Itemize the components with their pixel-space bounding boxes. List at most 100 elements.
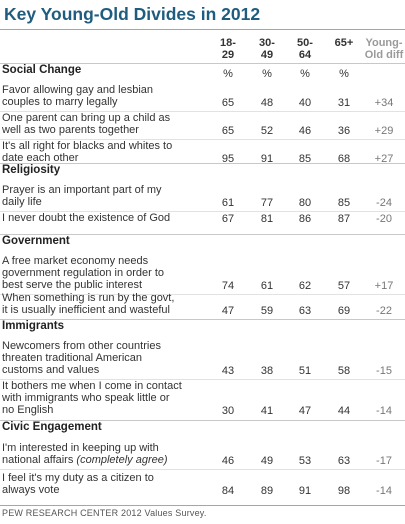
section-divider bbox=[0, 420, 405, 421]
value-cell: 69 bbox=[337, 305, 351, 317]
row-label-text: Favor allowing gay and lesbian couples t… bbox=[2, 84, 154, 108]
row-label-text: I feel it's my duty as a citizen to alwa… bbox=[2, 472, 154, 496]
section-divider bbox=[0, 63, 405, 64]
row-label: When something is run by the govt, it is… bbox=[2, 292, 202, 316]
value-cell: 38 bbox=[260, 365, 274, 377]
row-label: Favor allowing gay and lesbian couples t… bbox=[2, 84, 202, 108]
chart-title: Key Young-Old Divides in 2012 bbox=[4, 4, 261, 24]
value-cell: 61 bbox=[260, 280, 274, 292]
value-cell: 48 bbox=[260, 97, 274, 109]
percent-unit-label: % bbox=[223, 68, 233, 80]
value-cell: 91 bbox=[298, 485, 312, 497]
value-cell: 68 bbox=[337, 153, 351, 165]
row-label-text: One parent can bring up a child as well … bbox=[2, 112, 171, 136]
section-divider bbox=[0, 163, 405, 164]
value-cell: 43 bbox=[221, 365, 235, 377]
young-old-diff-cell: -15 bbox=[376, 365, 392, 377]
row-label-text: A free market economy needs government r… bbox=[2, 255, 165, 291]
row-label-text: It's all right for blacks and whites to … bbox=[2, 140, 173, 164]
column-header: Young- Old diff bbox=[364, 37, 404, 61]
value-cell: 95 bbox=[221, 153, 235, 165]
value-cell: 86 bbox=[298, 213, 312, 225]
row-label: I'm interested in keeping up with nation… bbox=[2, 442, 202, 466]
column-header: 30- 49 bbox=[259, 37, 275, 61]
row-label: I feel it's my duty as a citizen to alwa… bbox=[2, 472, 202, 496]
row-label: Prayer is an important part of my daily … bbox=[2, 184, 202, 208]
percent-unit-label: % bbox=[339, 68, 349, 80]
young-old-diff-cell: -14 bbox=[376, 485, 392, 497]
value-cell: 62 bbox=[298, 280, 312, 292]
section-heading: Government bbox=[2, 235, 70, 247]
young-old-diff-cell: -20 bbox=[376, 213, 392, 225]
value-cell: 47 bbox=[298, 405, 312, 417]
column-header: 65+ bbox=[334, 37, 354, 49]
value-cell: 36 bbox=[337, 125, 351, 137]
value-cell: 74 bbox=[221, 280, 235, 292]
row-divider bbox=[0, 139, 405, 140]
value-cell: 87 bbox=[337, 213, 351, 225]
section-heading: Religiosity bbox=[2, 164, 61, 176]
young-old-diff-cell: -24 bbox=[376, 197, 392, 209]
section-divider bbox=[0, 234, 405, 235]
value-cell: 46 bbox=[298, 125, 312, 137]
value-cell: 63 bbox=[337, 455, 351, 467]
row-label-note: (completely agree) bbox=[73, 454, 168, 466]
section-divider bbox=[0, 319, 405, 320]
row-divider bbox=[0, 294, 405, 295]
row-label: I never doubt the existence of God bbox=[2, 212, 202, 224]
percent-unit-label: % bbox=[300, 68, 310, 80]
value-cell: 80 bbox=[298, 197, 312, 209]
value-cell: 46 bbox=[221, 455, 235, 467]
row-label: A free market economy needs government r… bbox=[2, 255, 202, 291]
row-divider bbox=[0, 111, 405, 112]
young-old-diff-cell: -22 bbox=[376, 305, 392, 317]
value-cell: 47 bbox=[221, 305, 235, 317]
young-old-diff-cell: +34 bbox=[374, 97, 394, 109]
value-cell: 85 bbox=[298, 153, 312, 165]
row-label-text: When something is run by the govt, it is… bbox=[2, 292, 175, 316]
row-label-text: Newcomers from other countries threaten … bbox=[2, 340, 161, 376]
column-header: 18- 29 bbox=[220, 37, 236, 61]
value-cell: 53 bbox=[298, 455, 312, 467]
value-cell: 98 bbox=[337, 485, 351, 497]
source-note: PEW RESEARCH CENTER 2012 Values Survey. bbox=[2, 508, 207, 518]
section-heading: Civic Engagement bbox=[2, 421, 102, 433]
value-cell: 58 bbox=[337, 365, 351, 377]
row-divider bbox=[0, 379, 405, 380]
value-cell: 52 bbox=[260, 125, 274, 137]
value-cell: 31 bbox=[337, 97, 351, 109]
value-cell: 44 bbox=[337, 405, 351, 417]
row-label-text: I never doubt the existence of God bbox=[2, 212, 171, 224]
row-label-text: I'm interested in keeping up with nation… bbox=[2, 442, 159, 466]
value-cell: 59 bbox=[260, 305, 274, 317]
value-cell: 57 bbox=[337, 280, 351, 292]
column-header: 50- 64 bbox=[297, 37, 313, 61]
value-cell: 63 bbox=[298, 305, 312, 317]
section-heading: Immigrants bbox=[2, 320, 64, 332]
row-label-text: Prayer is an important part of my daily … bbox=[2, 184, 162, 208]
value-cell: 89 bbox=[260, 485, 274, 497]
percent-unit-label: % bbox=[262, 68, 272, 80]
value-cell: 40 bbox=[298, 97, 312, 109]
value-cell: 30 bbox=[221, 405, 235, 417]
young-old-diff-cell: +29 bbox=[374, 125, 394, 137]
value-cell: 67 bbox=[221, 213, 235, 225]
value-cell: 81 bbox=[260, 213, 274, 225]
row-label: One parent can bring up a child as well … bbox=[2, 112, 202, 136]
section-heading: Social Change bbox=[2, 64, 82, 76]
young-old-diff-cell: +17 bbox=[374, 280, 394, 292]
value-cell: 41 bbox=[260, 405, 274, 417]
value-cell: 65 bbox=[221, 125, 235, 137]
value-cell: 85 bbox=[337, 197, 351, 209]
value-cell: 91 bbox=[260, 153, 274, 165]
young-old-diff-cell: -14 bbox=[376, 405, 392, 417]
young-old-diff-cell: +27 bbox=[374, 153, 394, 165]
row-label: It's all right for blacks and whites to … bbox=[2, 140, 202, 164]
row-label-text: It bothers me when I come in contact wit… bbox=[2, 380, 182, 416]
value-cell: 77 bbox=[260, 197, 274, 209]
value-cell: 65 bbox=[221, 97, 235, 109]
title-divider bbox=[0, 29, 405, 30]
young-old-diff-cell: -17 bbox=[376, 455, 392, 467]
row-divider bbox=[0, 211, 405, 212]
